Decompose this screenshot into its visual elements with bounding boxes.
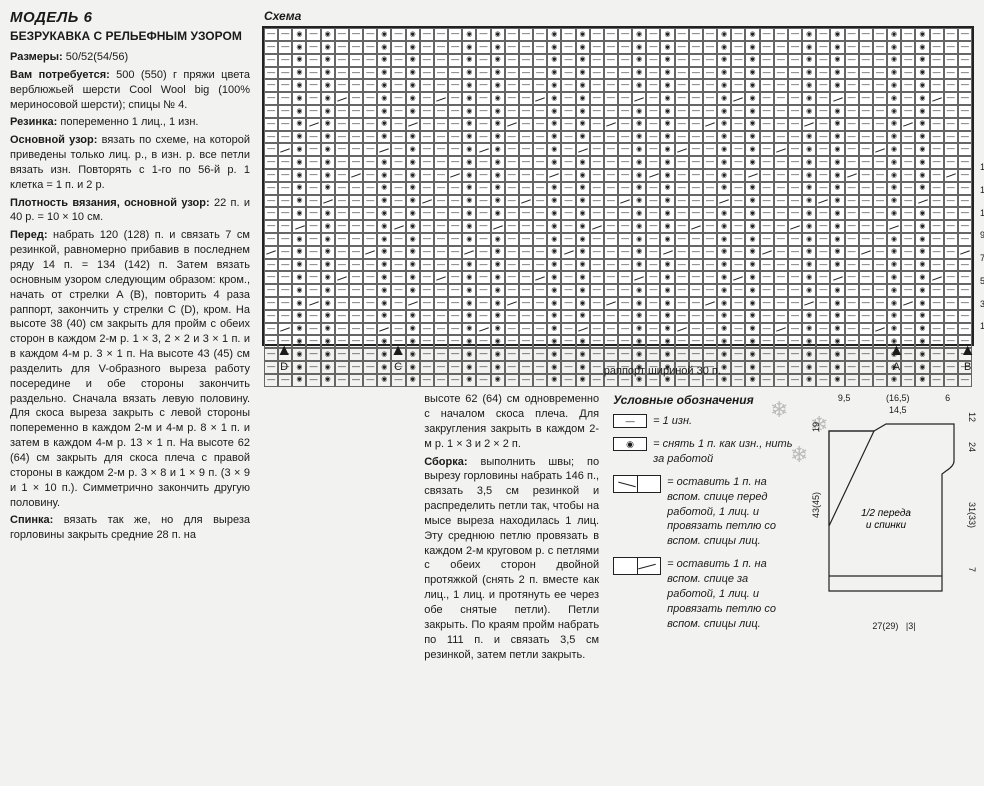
sizes-label: Размеры: [10,51,63,63]
meas-top-a: 9,5 [838,392,851,416]
snowflake-icon: ❄ [790,440,808,470]
front-label: Перед: [10,229,48,241]
legend-column: Условные обозначения — = 1 изн. ◉ = снят… [613,392,800,665]
legend-item: = оставить 1 п. на вспом. спице перед ра… [613,475,800,549]
schematic-svg: 1/2 переда и спинки [814,416,974,616]
needs-label: Вам потребуется: [10,69,110,81]
left-text-column: МОДЕЛЬ 6 БЕЗРУКАВКА С РЕЛЬЕФНЫМ УЗОРОМ Р… [10,8,250,546]
meas-h2: 43(45) [810,492,822,518]
front-continuation: высоте 62 (64) см одновременно с началом… [424,393,599,450]
back-label: Спинка: [10,514,53,526]
meas-r2: 24 [966,442,978,452]
chart-arrow-b: ▲B [960,346,976,375]
chart-arrows: ▲D ▲C ▲A ▲B раппорт шириной 30 п. [262,346,974,386]
model-subtitle: БЕЗРУКАВКА С РЕЛЬЕФНЫМ УЗОРОМ [10,30,250,44]
legend-text: = оставить 1 п. на вспом. спице перед ра… [667,475,800,549]
meas-bottom-w: 27(29) [872,621,898,631]
schema-label: Схема [264,8,974,24]
meas-h1: 19 [810,422,822,432]
legend-text: = снять 1 п. как изн., нить за работой [653,437,800,467]
assembly-text: выполнить швы; по вырезу горловины набра… [424,456,599,661]
meas-top-c: 6 [945,392,950,416]
legend-text: = оставить 1 п. на вспом. спице за работ… [667,557,800,631]
meas-bottom-pad: |3| [906,621,916,631]
stitch-chart: 15 13 11 9 7 5 3 1 [262,26,974,346]
assembly-label: Сборка: [424,456,467,468]
main-pattern-label: Основной узор: [10,134,97,146]
model-number: МОДЕЛЬ 6 [10,8,250,28]
front-text: набрать 120 (128) п. и связать 7 см рези… [10,229,250,508]
svg-text:1/2 переда: 1/2 переда [861,508,911,519]
legend-item: = оставить 1 п. на вспом. спице за работ… [613,557,800,631]
snowflake-icon: ❄ [770,395,788,425]
meas-r4: 7 [966,567,978,572]
chart-arrow-c: ▲C [390,346,406,375]
middle-text-column: высоте 62 (64) см одновременно с началом… [424,392,599,665]
meas-top-b: 14,5 [889,405,907,415]
symbol-diag-right [613,557,661,575]
lower-section: высоте 62 (64) см одновременно с началом… [250,392,974,665]
garment-schematic: 9,5 (16,5)14,5 6 1/2 переда и спинки 19 … [814,392,974,665]
sizes-value: 50/52(54/56) [63,51,128,63]
rapport-label: раппорт шириной 30 п. [604,364,721,379]
symbol-circle: ◉ [613,437,647,451]
meas-r1: 12 [966,412,978,422]
rib-text: попеременно 1 лиц., 1 изн. [57,116,198,128]
gauge-label: Плотность вязания, основной узор: [10,197,210,209]
legend-item: ◉ = снять 1 п. как изн., нить за работой [613,437,800,467]
symbol-dash: — [613,414,647,428]
meas-top-b2: (16,5) [886,393,910,403]
chart-region: Схема 15 13 11 9 7 5 3 1 [262,8,974,346]
row-numbers: 15 13 11 9 7 5 3 1 [980,28,984,344]
chart-arrow-a: ▲A [889,346,905,375]
symbol-diag-left [613,475,661,493]
legend-text: = 1 изн. [653,414,692,429]
svg-text:и спинки: и спинки [866,520,907,531]
meas-r3: 31(33) [966,502,978,528]
chart-arrow-d: ▲D [276,346,292,375]
rib-label: Резинка: [10,116,57,128]
